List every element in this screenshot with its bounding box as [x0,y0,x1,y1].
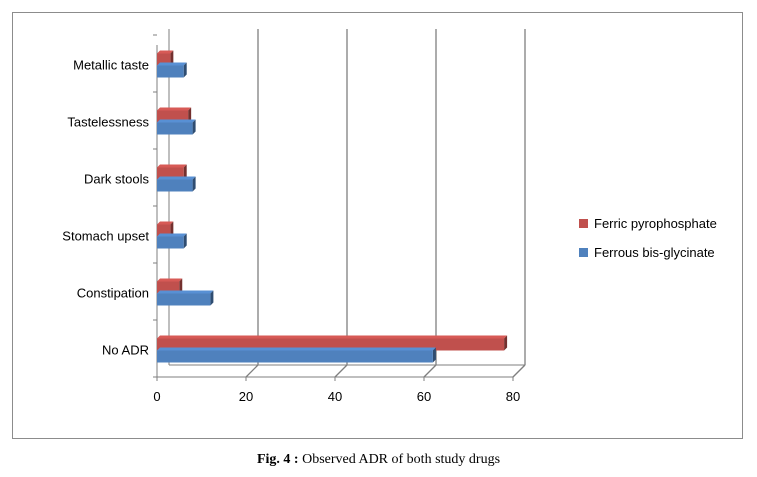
category-label: No ADR [102,343,149,358]
bar-end-face [183,62,187,78]
category-label: Stomach upset [62,229,149,244]
bar-top-face [157,221,174,225]
bar [157,179,193,192]
x-tick-label: 40 [328,389,342,404]
caption-label: Fig. 4 : [256,452,299,467]
bar-end-face [188,107,192,123]
bar-end-face [432,347,436,363]
bar-end-face [183,233,187,249]
x-tick-label: 60 [417,389,431,404]
category-label: Metallic taste [73,58,149,73]
bar-end-face [192,176,196,192]
bar-top-face [157,62,187,66]
bar-end-face [170,221,174,237]
bar-end-face [210,290,214,306]
bar-top-face [157,233,187,237]
bar [157,350,433,363]
gridline-floor [334,364,348,378]
bar-top-face [157,119,196,123]
bar [157,122,193,135]
bar-end-face [504,335,508,351]
bar-top-face [157,107,192,111]
legend-label: Ferrous bis-glycinate [594,245,715,260]
x-axis-end-edge [512,364,526,378]
category-label: Constipation [77,286,149,301]
bar-end-face [192,119,196,135]
legend-item: Ferric pyrophosphate [579,216,717,231]
bar-top-face [157,176,196,180]
category-labels: Metallic taste Tastelessness Dark stools St… [62,58,149,358]
chart-frame: Metallic taste Tastelessness Dark stools St… [12,12,743,439]
bar-top-face [157,164,187,168]
bar [157,293,211,306]
bar-end-face [179,278,183,294]
category-label: Dark stools [84,172,150,187]
gridline-floor [423,364,437,378]
bar-chart: Metallic taste Tastelessness Dark stools St… [62,29,526,404]
bar-top-face [157,335,508,339]
tick-labels: 0 20 40 60 80 [153,389,520,404]
x-tick-label: 0 [153,389,160,404]
x-tick-label: 80 [506,389,520,404]
bar-top-face [157,347,436,351]
gridlines [245,29,526,378]
category-label: Tastelessness [67,115,149,130]
bar-end-face [183,164,187,180]
bar-top-face [157,290,214,294]
legend-item: Ferrous bis-glycinate [579,245,715,260]
bar-top-face [157,278,183,282]
legend-swatch [579,219,588,228]
bars [157,50,508,363]
bar-end-face [170,50,174,66]
bar-top-face [157,50,174,54]
legend-swatch [579,248,588,257]
legend-label: Ferric pyrophosphate [594,216,717,231]
axes [153,29,526,381]
bar [157,236,184,249]
x-tick-label: 20 [239,389,253,404]
bar [157,65,184,78]
caption-text: Observed ADR of both study drugs [298,452,501,467]
figure-caption: Fig. 4 : Observed ADR of both study drug… [0,452,757,468]
gridline-floor [245,364,259,378]
